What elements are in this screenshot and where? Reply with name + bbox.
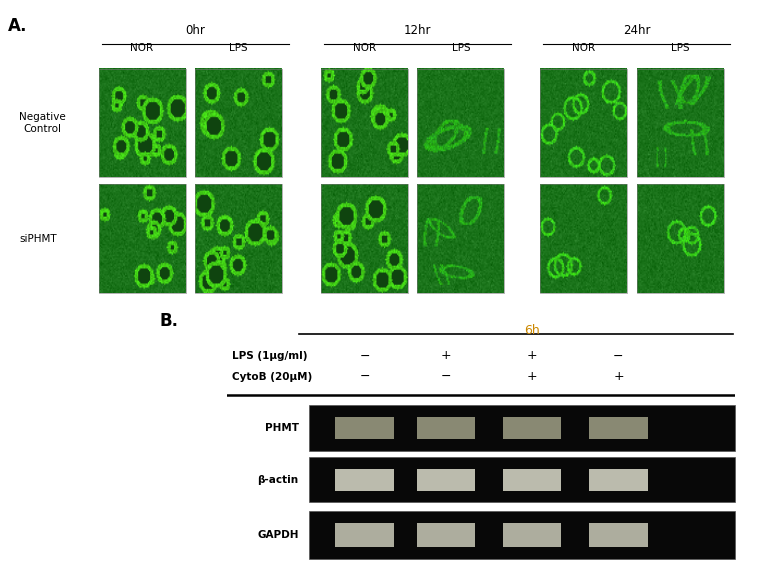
Text: +: + bbox=[527, 349, 537, 363]
Text: NOR: NOR bbox=[130, 43, 154, 53]
Text: 6h: 6h bbox=[525, 324, 540, 337]
Bar bbox=[196, 69, 282, 177]
Bar bbox=[589, 523, 647, 547]
Bar bbox=[417, 468, 475, 491]
Text: −: − bbox=[359, 371, 370, 383]
Text: +: + bbox=[613, 371, 624, 383]
Text: NOR: NOR bbox=[572, 43, 595, 53]
Text: −: − bbox=[359, 349, 370, 363]
Text: +: + bbox=[440, 349, 451, 363]
Text: −: − bbox=[440, 371, 451, 383]
Text: 24hr: 24hr bbox=[623, 24, 650, 37]
Bar bbox=[503, 523, 562, 547]
Text: LPS: LPS bbox=[452, 43, 470, 53]
Bar bbox=[589, 468, 647, 491]
Bar bbox=[589, 417, 647, 439]
Bar bbox=[321, 69, 408, 177]
Bar bbox=[335, 468, 393, 491]
Bar bbox=[418, 184, 505, 293]
Bar bbox=[503, 468, 562, 491]
Bar bbox=[637, 184, 724, 293]
Text: Negative
Control: Negative Control bbox=[19, 112, 66, 134]
Bar bbox=[99, 184, 186, 293]
Bar bbox=[637, 69, 724, 177]
Bar bbox=[309, 511, 735, 559]
Bar bbox=[418, 69, 505, 177]
Bar bbox=[417, 417, 475, 439]
Text: 12hr: 12hr bbox=[404, 24, 431, 37]
Text: GAPDH: GAPDH bbox=[257, 530, 299, 540]
Text: siPHMT: siPHMT bbox=[19, 234, 57, 244]
Text: LPS: LPS bbox=[671, 43, 689, 53]
Bar bbox=[503, 417, 562, 439]
Text: PHMT: PHMT bbox=[265, 423, 299, 433]
Bar bbox=[309, 457, 735, 502]
Bar bbox=[99, 69, 186, 177]
Text: 0hr: 0hr bbox=[185, 24, 205, 37]
Text: +: + bbox=[527, 371, 537, 383]
Bar bbox=[540, 69, 627, 177]
Text: A.: A. bbox=[8, 17, 27, 35]
Bar bbox=[196, 184, 282, 293]
Bar bbox=[335, 523, 393, 547]
Bar bbox=[335, 417, 393, 439]
Text: B.: B. bbox=[159, 312, 178, 329]
Bar bbox=[540, 184, 627, 293]
Text: β-actin: β-actin bbox=[258, 475, 299, 484]
Bar bbox=[417, 523, 475, 547]
Text: LPS: LPS bbox=[230, 43, 248, 53]
Text: −: − bbox=[613, 349, 624, 363]
Text: NOR: NOR bbox=[352, 43, 376, 53]
Bar bbox=[309, 405, 735, 451]
Text: CytoB (20μM): CytoB (20μM) bbox=[233, 372, 313, 382]
Bar bbox=[321, 184, 408, 293]
Text: LPS (1μg/ml): LPS (1μg/ml) bbox=[233, 351, 308, 361]
